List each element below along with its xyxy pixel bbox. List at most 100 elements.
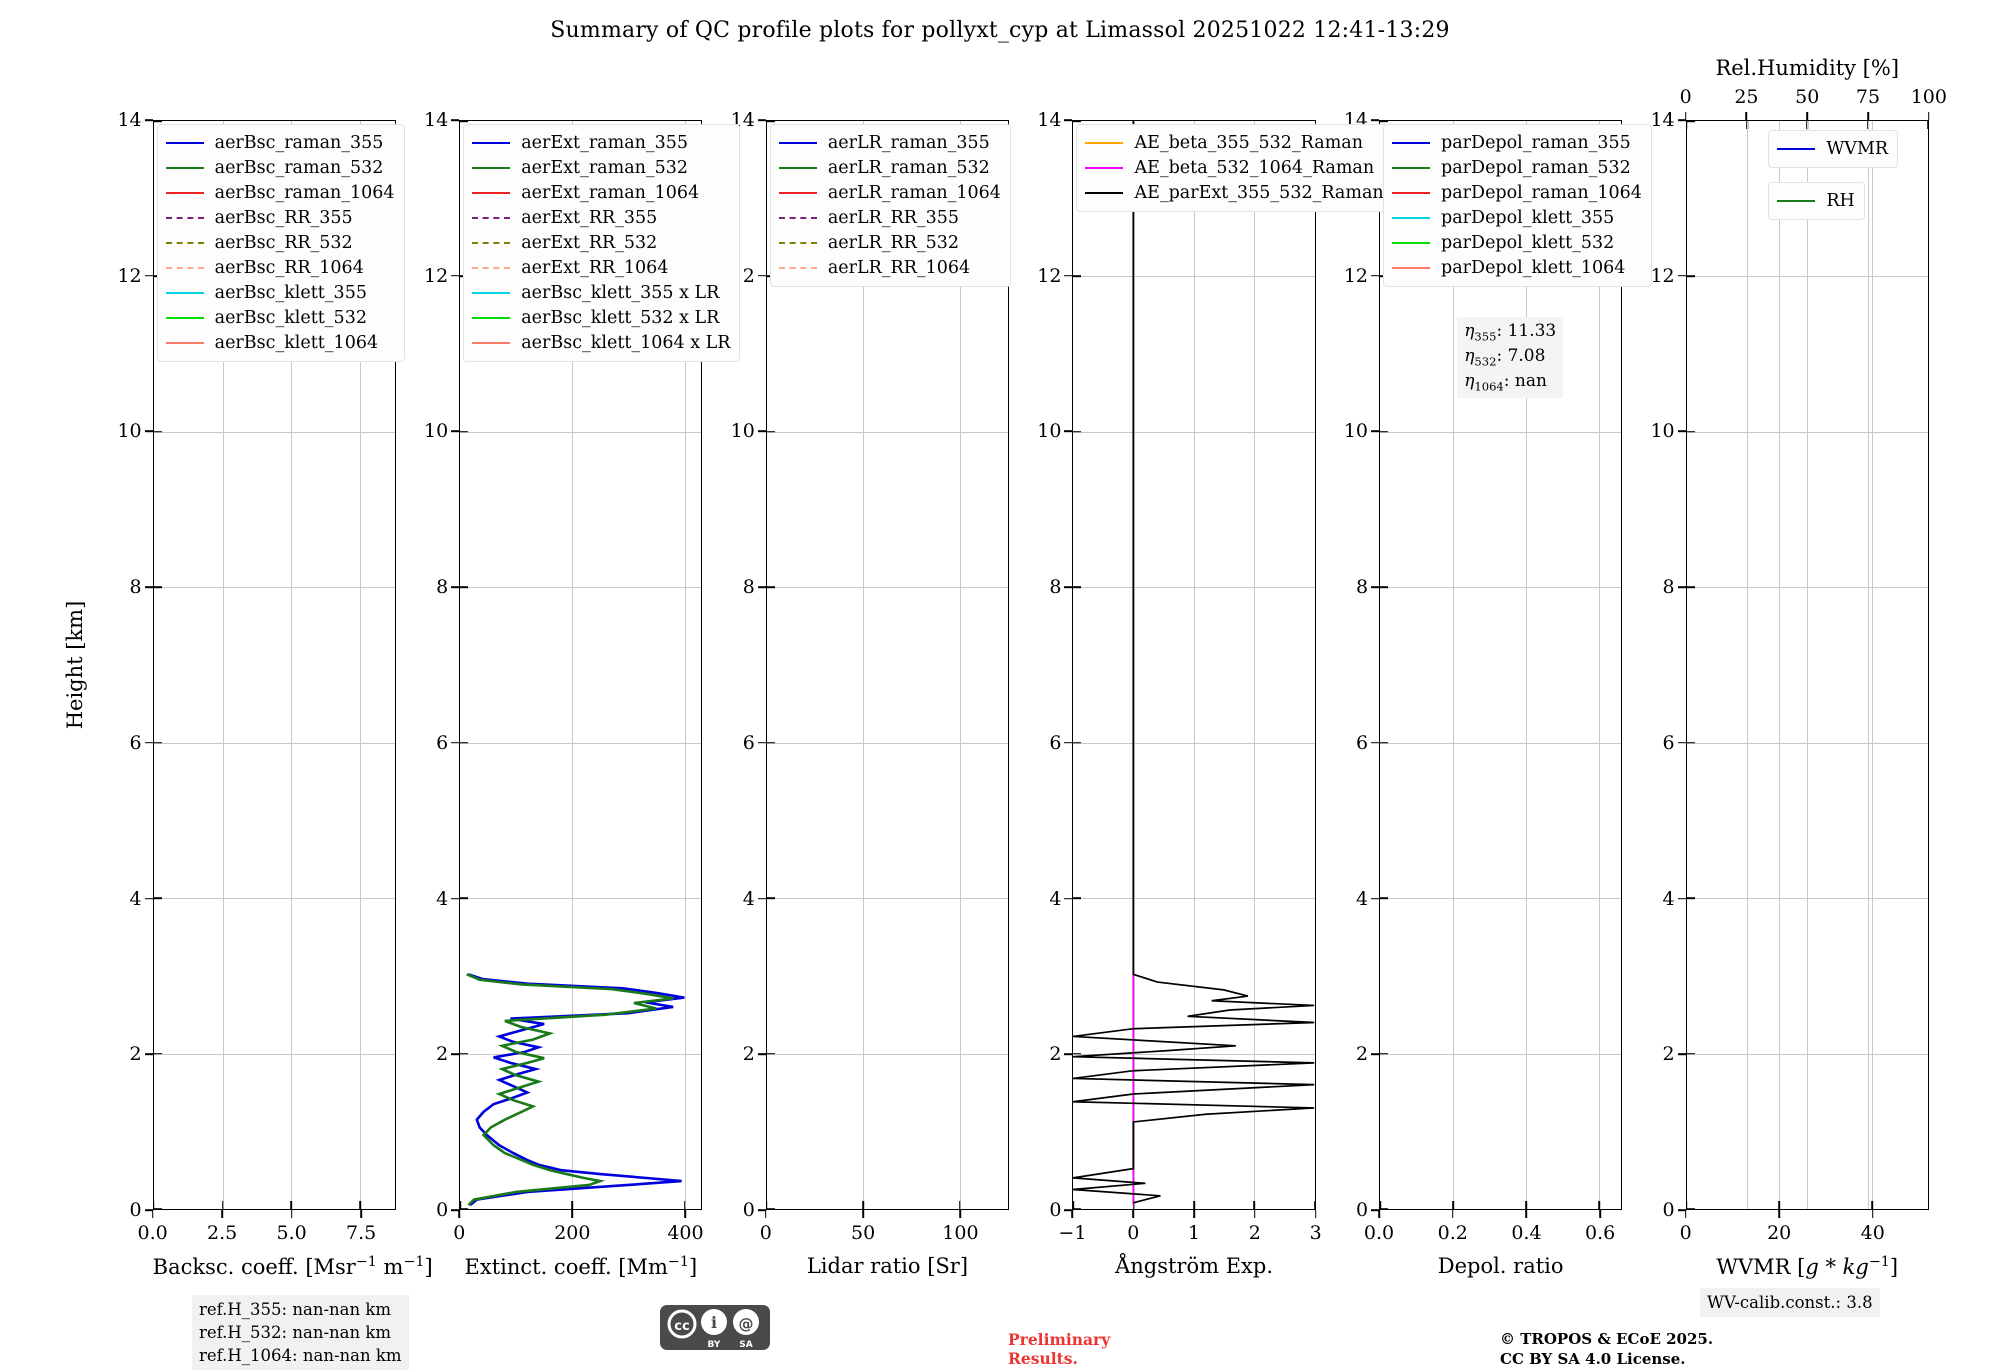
y-axis-tick [1371, 586, 1380, 588]
legend-item[interactable]: aerLR_RR_1064 [778, 255, 1001, 280]
top-axis-tick-inner [1927, 121, 1928, 129]
y-axis-tick [757, 897, 766, 900]
legend-angstrom[interactable]: AE_beta_355_532_Raman AE_beta_532_1064_Ra… [1076, 124, 1394, 212]
legend-item[interactable]: aerBsc_klett_532 x LR [472, 305, 730, 330]
y-axis-tick [144, 1053, 153, 1056]
legend-item[interactable]: aerLR_raman_532 [778, 155, 1001, 180]
x-axis-tick-inner [571, 1201, 574, 1209]
y-axis-tick [1371, 430, 1380, 433]
legend-color-swatch [472, 166, 511, 169]
legend-item[interactable]: aerExt_raman_532 [472, 155, 730, 180]
x-axis-label-angstrom: Ångström Exp. [1115, 1254, 1273, 1278]
legend-item[interactable]: parDepol_raman_532 [1392, 155, 1642, 180]
legend-item[interactable]: aerBsc_klett_1064 x LR [472, 330, 730, 355]
gridline-vertical [1453, 121, 1455, 1209]
top-axis-tick [1745, 112, 1748, 120]
legend-lidar-ratio[interactable]: aerLR_raman_355 aerLR_raman_532 aerLR_rama… [769, 124, 1011, 287]
x-axis-tick [1378, 1210, 1380, 1218]
legend-wvmr[interactable]: WVMR [1768, 130, 1899, 168]
x-axis-tick [360, 1210, 362, 1218]
y-axis-tick [1064, 1053, 1073, 1056]
legend-color-swatch [472, 316, 511, 319]
y-axis-tick-label: 2 [1355, 1043, 1369, 1066]
y-axis-tick [144, 742, 153, 744]
y-axis-tick-inner [1686, 741, 1695, 744]
gridline-vertical [1779, 121, 1781, 1209]
legend-item[interactable]: aerBsc_RR_355 [165, 205, 395, 230]
y-axis-tick [1064, 119, 1073, 121]
x-axis-tick-label: 0 [453, 1222, 466, 1244]
y-axis-tick-label: 12 [117, 264, 142, 287]
svg-text:cc: cc [674, 1319, 689, 1334]
y-axis-tick-inner [1380, 121, 1389, 122]
legend-item[interactable]: aerLR_RR_532 [778, 230, 1001, 255]
legend-item[interactable]: aerLR_raman_1064 [778, 180, 1001, 205]
legend-item[interactable]: aerExt_raman_1064 [472, 180, 730, 205]
x-axis-tick [1871, 1210, 1874, 1218]
y-axis-tick-inner [1073, 121, 1082, 122]
legend-item[interactable]: AE_beta_355_532_Raman [1085, 130, 1383, 155]
legend-item[interactable]: aerBsc_klett_532 [165, 305, 395, 330]
legend-item[interactable]: parDepol_raman_355 [1392, 130, 1642, 155]
legend-extinction[interactable]: aerExt_raman_355 aerExt_raman_532 aerExt_r… [463, 124, 741, 362]
legend-wvmr-rh[interactable]: RH [1768, 182, 1865, 220]
legend-item[interactable]: aerExt_RR_1064 [472, 255, 730, 280]
x-axis-tick-inner [1686, 1201, 1688, 1209]
legend-label: parDepol_raman_1064 [1441, 182, 1642, 203]
legend-item[interactable]: AE_beta_532_1064_Raman [1085, 155, 1383, 180]
legend-item[interactable]: aerLR_RR_355 [778, 205, 1001, 230]
x-axis-tick-label: 40 [1860, 1222, 1885, 1244]
x-axis-tick-label: 7.5 [345, 1222, 377, 1244]
legend-item[interactable]: aerBsc_raman_532 [165, 155, 395, 180]
legend-item[interactable]: parDepol_klett_1064 [1392, 255, 1642, 280]
legend-item[interactable]: aerBsc_klett_355 [165, 280, 395, 305]
x-axis-tick-inner [290, 1201, 293, 1209]
legend-item[interactable]: aerExt_raman_355 [472, 130, 730, 155]
legend-color-swatch [472, 341, 511, 344]
legend-item[interactable]: aerBsc_RR_532 [165, 230, 395, 255]
x-axis-tick [221, 1210, 223, 1218]
y-axis-tick-label: 14 [424, 109, 449, 131]
y-axis-tick [144, 897, 153, 900]
legend-item[interactable]: WVMR [1777, 136, 1888, 161]
y-axis-tick [757, 1209, 766, 1211]
x-axis-tick-inner [221, 1201, 224, 1209]
legend-label: aerBsc_klett_355 [214, 282, 367, 303]
legend-item[interactable]: parDepol_raman_1064 [1392, 180, 1642, 205]
legend-color-swatch [1392, 241, 1431, 244]
legend-color-swatch [778, 216, 817, 219]
legend-label: aerBsc_raman_1064 [214, 182, 395, 203]
y-axis-tick-inner [1686, 1208, 1695, 1209]
series-aerExt_raman_532 [467, 974, 673, 1205]
y-axis-tick-label: 10 [424, 420, 449, 443]
legend-item[interactable]: AE_parExt_355_532_Raman [1085, 180, 1384, 205]
y-axis-tick [757, 119, 766, 121]
x-axis-tick-label: 0.2 [1437, 1222, 1468, 1244]
x-axis-label-backscatter: Backsc. coeff. [Msr−1 m−1] [152, 1254, 433, 1279]
gridline-vertical [1599, 121, 1601, 1209]
x-axis-tick [1254, 1210, 1256, 1218]
legend-backscatter[interactable]: aerBsc_raman_355 aerBsc_raman_532 aerBsc_r… [156, 124, 405, 362]
x-axis-tick [862, 1210, 864, 1218]
legend-color-swatch [165, 341, 204, 344]
legend-item[interactable]: parDepol_klett_355 [1392, 205, 1642, 230]
legend-item[interactable]: aerLR_raman_355 [778, 130, 1001, 155]
x-axis-tick [1684, 1210, 1687, 1218]
legend-item[interactable]: aerBsc_klett_355 x LR [472, 280, 730, 305]
y-axis-tick-inner [1073, 897, 1082, 899]
legend-item[interactable]: aerBsc_klett_1064 [165, 330, 395, 355]
legend-color-swatch [1392, 216, 1431, 219]
y-axis-tick-inner [1073, 586, 1082, 589]
y-axis-tick-inner [1380, 586, 1389, 589]
legend-item[interactable]: aerBsc_RR_1064 [165, 255, 395, 280]
legend-item[interactable]: aerExt_RR_355 [472, 205, 730, 230]
x-axis-tick-inner [1073, 1201, 1075, 1209]
legend-depol-ratio[interactable]: parDepol_raman_355 parDepol_raman_532 parD… [1383, 124, 1652, 287]
legend-item[interactable]: aerBsc_raman_355 [165, 130, 395, 155]
y-axis-tick [451, 742, 460, 744]
panel-depol-ratio: η355: 11.33 η532: 7.08 η1064: nan 0.0 0.2 0.4… [1344, 109, 1652, 1278]
legend-item[interactable]: aerBsc_raman_1064 [165, 180, 395, 205]
legend-item[interactable]: parDepol_klett_532 [1392, 230, 1642, 255]
legend-item[interactable]: aerExt_RR_532 [472, 230, 730, 255]
legend-item[interactable]: RH [1777, 188, 1855, 213]
